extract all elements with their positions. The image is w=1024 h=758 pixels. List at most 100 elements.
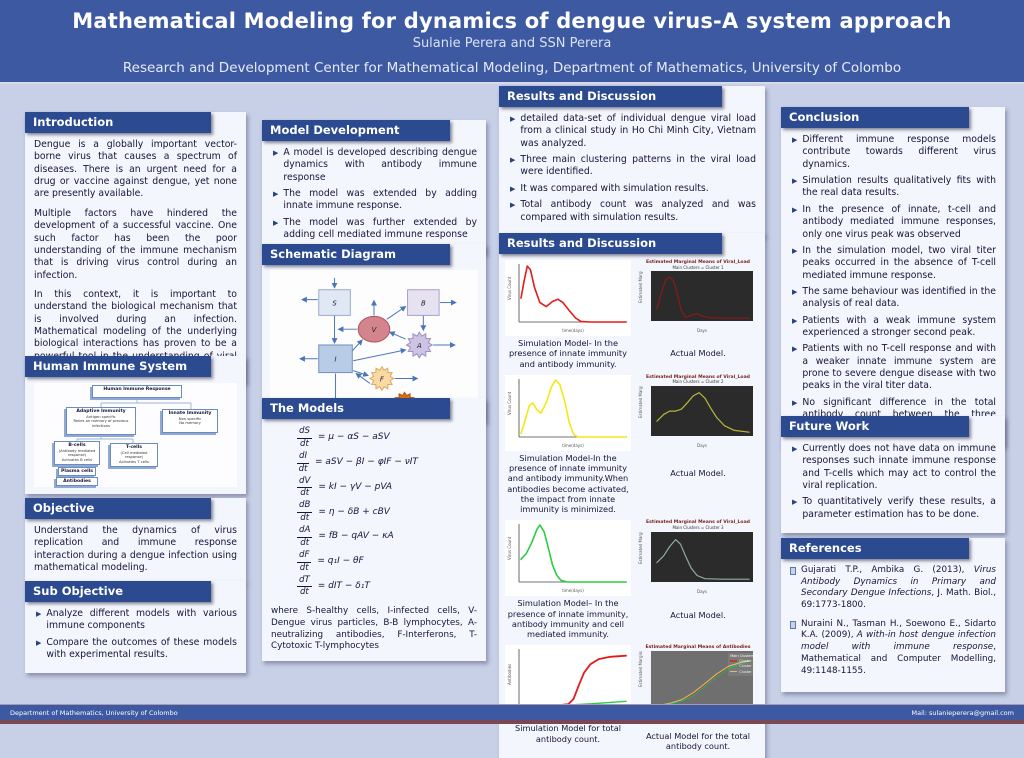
legend-swatch: [730, 665, 738, 667]
schematic-node-V: [357, 315, 391, 343]
bullet-icon: ▶: [792, 345, 798, 354]
footer-right: Mail: sulanieperera@gmail.com: [911, 708, 1015, 717]
schematic-node-I: [318, 344, 353, 374]
svg-text:V: V: [372, 326, 378, 334]
bullet-icon: ▶: [510, 201, 516, 210]
introduction-body: Dengue is a globally important vector-bo…: [25, 133, 246, 383]
simulation-chart-3: Virus Count time(days): [505, 520, 631, 597]
actual-figure-4: Estimated Marginal Means of Antibodies E…: [637, 634, 759, 751]
immune-node-tcells: T-cells (Cell mediated response) Activat…: [110, 443, 158, 467]
objective-text: Understand the dynamics of virus replica…: [34, 525, 237, 574]
equation: dB dt = η − δB + cBV: [297, 500, 390, 524]
equation: dA dt = fB − qAV − κA: [297, 525, 394, 548]
immune-diagram-connectors: [76, 398, 192, 477]
simulation-chart-1: Virus Count time(days): [505, 260, 631, 336]
section-title: Results and Discussion: [499, 233, 723, 254]
actual-chart-1: Estimated Marginal Means Days: [638, 250, 753, 333]
model-equations: dS dt = μ − αS − aSV dI dt = aSV − βI − φIF …: [297, 426, 477, 598]
immune-node-bcells: B-cells (Antibody mediated response) Act…: [54, 441, 100, 465]
immune-node-adaptive: Adaptive Immunity Antigen specific Relie…: [66, 407, 136, 435]
svg-text:time(days): time(days): [562, 588, 584, 593]
simulation-figure-2: Virus Count time(days) Simulation Model-…: [505, 374, 631, 515]
schematic-node-B: [407, 289, 440, 316]
poster-header: Mathematical Modeling for dynamics of de…: [0, 0, 1024, 84]
svg-text:B: B: [421, 300, 426, 308]
bullet-icon: ▶: [792, 316, 798, 325]
bullet-icon: ▶: [792, 398, 798, 407]
figure-row: Virus Count time(days) Simulation Model-…: [505, 250, 759, 369]
paragraph: Dengue is a globally important vector-bo…: [34, 139, 237, 200]
simulation-chart-2: Virus Count time(days): [505, 374, 631, 451]
svg-text:Antibodies: Antibodies: [507, 664, 512, 685]
sub-objective-list: ▶ Analyze different models with various i…: [34, 608, 237, 661]
section-future-work: Future Work ▶ Currently does not have dat…: [781, 416, 1005, 534]
svg-text:Virus Count: Virus Count: [507, 391, 512, 415]
svg-text:time(days): time(days): [562, 328, 584, 333]
bullet-icon: ▶: [36, 610, 42, 618]
actual-figure-2: Estimated Marginal Means of Viral_Load M…: [637, 365, 759, 479]
legend-swatch: [730, 670, 738, 673]
section-title: References: [781, 538, 970, 559]
model-development-list: ▶ A model is developed describing dengue …: [271, 147, 477, 242]
actual-chart-2: Estimated Marginal Means Days: [638, 365, 753, 448]
equation: dS dt = μ − αS − aSV: [297, 426, 390, 449]
footer-bar: Department of Mathematics, University of…: [0, 704, 1024, 720]
bullet-icon: ▶: [273, 149, 279, 157]
poster-authors: Sulanie Perera and SSN Perera: [412, 36, 612, 51]
paragraph: Multiple factors have hindered the devel…: [34, 207, 237, 281]
bullet-icon: ▶: [792, 498, 798, 507]
figure-caption: Actual Model.: [670, 609, 726, 620]
svg-text:Estimated Marginal Means: Estimated Marginal Means: [638, 651, 643, 687]
footer-left: Department of Mathematics, University of…: [10, 708, 178, 717]
reference-icon: [790, 620, 796, 629]
equation: dF dt = q₁I − θF: [297, 549, 364, 573]
legend-item: Cluster 1: [730, 659, 755, 664]
reference-item: Gujarati T.P., Ambika G. (2013), Virus A…: [790, 565, 996, 612]
figure-row: Virus Count time(days) Simulation Model-…: [505, 365, 759, 515]
immune-node-plasma: Plasma cells: [58, 467, 96, 476]
immune-node-root: Human Immune Response: [92, 385, 182, 398]
bullet-icon: ▶: [792, 287, 798, 296]
list-item: ▶ Currently does not have data on immune …: [792, 443, 996, 492]
poster-title: Mathematical Modeling for dynamics of de…: [72, 9, 952, 33]
section-human-immune-system: Human Immune System Human Immune Respons…: [25, 356, 246, 494]
chart-legend: Main Clusters Cluster 1 Cluster 2 Cluste…: [728, 652, 757, 676]
svg-text:Days: Days: [697, 589, 707, 594]
bullet-icon: ▶: [36, 638, 42, 647]
section-title: Conclusion: [781, 107, 970, 128]
list-item: ▶ Patients with no T-cell response and wi…: [792, 343, 996, 392]
equation: dI dt = aSV − βI − φIF − νIT: [297, 450, 418, 474]
chart-subtitle: Main Clusters = Cluster 2: [672, 379, 724, 385]
schematic-node-S: [318, 289, 351, 316]
figure-caption: Actual Model.: [670, 468, 726, 479]
svg-text:Virus Count: Virus Count: [507, 537, 512, 561]
bullet-icon: ▶: [792, 246, 798, 255]
section-objective: Objective Understand the dynamics of vir…: [25, 498, 246, 583]
list-item: ▶ Patients with a weak immune system expe…: [792, 314, 996, 339]
reference-icon: [790, 567, 796, 575]
conclusion-list: ▶ Different immune response models contri…: [790, 134, 996, 434]
chart-subtitle: Main Clusters = Cluster 3: [672, 524, 724, 530]
list-item: ▶ A model is developed describing dengue …: [273, 147, 477, 183]
figure-caption: Simulation Model-In the presence of inna…: [507, 452, 629, 514]
list-item: ▶ The same behaviour was identified in th…: [792, 285, 996, 310]
chart-title: Estimated Marginal Means of Antibodies: [645, 645, 751, 651]
section-model-development: Model Development ▶ A model is developed …: [262, 120, 486, 254]
section-the-models: The Models dS dt = μ − αS − aSV dI dt = aSV …: [262, 398, 486, 661]
list-item: ▶ Compare the outcomes of these models wi…: [36, 636, 237, 661]
equation: dT dt = dIT − δ₁T: [297, 574, 370, 598]
bullet-icon: ▶: [792, 136, 798, 144]
list-item: ▶ Analyze different models with various i…: [36, 608, 237, 632]
equation: dV dt = kI − γV − pVA: [297, 475, 393, 499]
list-item: ▶ detailed data-set of individual dengue …: [510, 113, 756, 149]
bullet-icon: ▶: [792, 205, 798, 214]
figure-caption: Simulation Model for total antibody coun…: [515, 723, 621, 744]
schematic-node-A: [405, 331, 434, 359]
legend-item: Cluster 3: [730, 670, 755, 675]
actual-figure-1: Estimated Marginal Means of Viral_Load M…: [637, 250, 759, 358]
reference-item: Nuraini N., Tasman H., Soewono E., Sidar…: [790, 619, 996, 677]
section-results-discussion-1: Results and Discussion ▶ detailed data-se…: [499, 86, 765, 236]
simulation-figure-4: Antibodies time(days) Simulation Model f…: [505, 645, 631, 744]
list-item: ▶ It was compared with simulation results…: [510, 182, 709, 194]
chart-title: Estimated Marginal Means of Viral_Load: [646, 374, 750, 380]
